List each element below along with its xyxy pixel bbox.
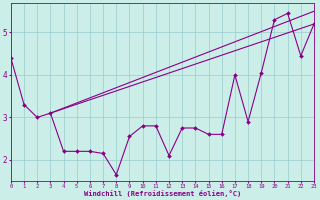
X-axis label: Windchill (Refroidissement éolien,°C): Windchill (Refroidissement éolien,°C) [84, 190, 241, 197]
